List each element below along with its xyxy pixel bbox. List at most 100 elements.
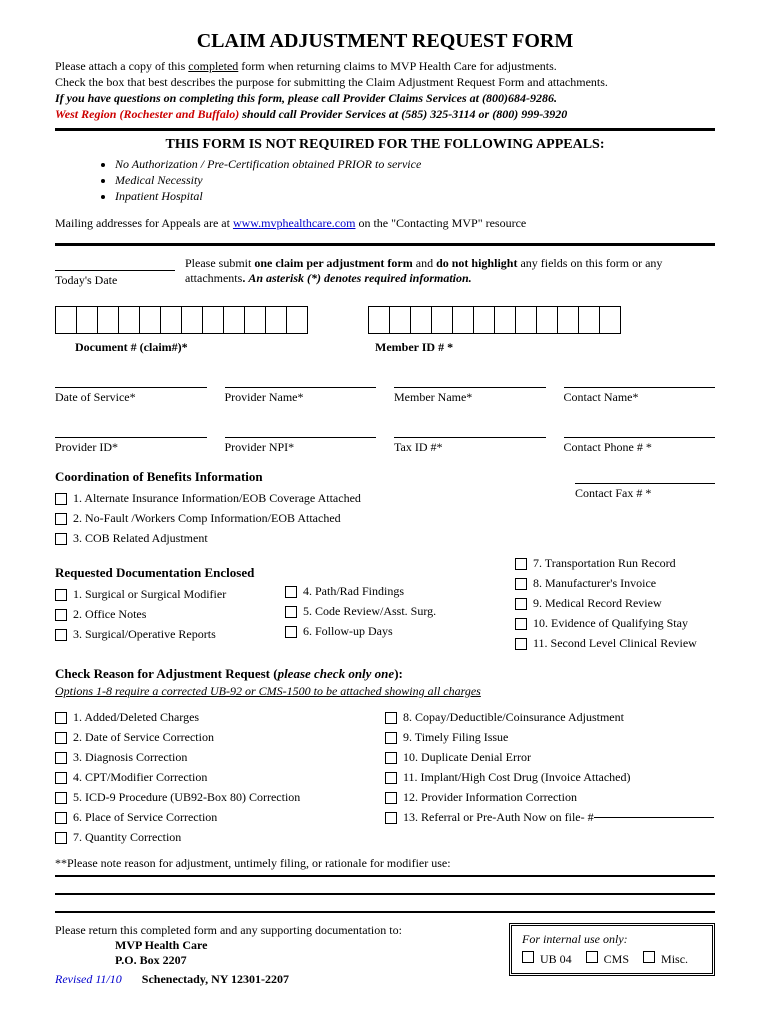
internal-opt: UB 04: [540, 952, 572, 966]
reason-item: 12. Provider Information Correction: [403, 790, 577, 805]
docs-heading: Requested Documentation Enclosed: [55, 565, 285, 581]
doc-checkbox[interactable]: [55, 629, 67, 641]
appeals-item: Medical Necessity: [115, 173, 715, 188]
internal-checkbox-cms[interactable]: [586, 951, 598, 963]
reason-item: 11. Implant/High Cost Drug (Invoice Atta…: [403, 770, 631, 785]
reason-checkbox[interactable]: [385, 792, 397, 804]
doc-checkbox[interactable]: [285, 626, 297, 638]
reason-item: 2. Date of Service Correction: [73, 730, 214, 745]
member-name-label: Member Name*: [394, 390, 546, 405]
internal-checkbox-misc[interactable]: [643, 951, 655, 963]
doc-checkbox[interactable]: [515, 638, 527, 650]
provider-id-label: Provider ID*: [55, 440, 207, 455]
appeals-item: Inpatient Hospital: [115, 189, 715, 204]
reason-checkbox[interactable]: [55, 752, 67, 764]
contact-name-label: Contact Name*: [564, 390, 716, 405]
internal-opt: Misc.: [661, 952, 688, 966]
doc-checkbox[interactable]: [515, 558, 527, 570]
divider: [55, 911, 715, 913]
submit-row: Today's Date Please submit one claim per…: [55, 256, 715, 288]
doc-checkbox[interactable]: [515, 598, 527, 610]
contact-phone-label: Contact Phone # *: [564, 440, 716, 455]
today-date-label: Today's Date: [55, 273, 185, 288]
intro-line4b: should call Provider Services at (585) 3…: [239, 107, 567, 121]
divider: [55, 875, 715, 877]
member-name-input[interactable]: [394, 373, 546, 388]
doc-item: 9. Medical Record Review: [533, 596, 662, 611]
intro-line1b: form when returning claims to MVP Health…: [238, 59, 557, 73]
doc-item: 7. Transportation Run Record: [533, 556, 676, 571]
return-instruction: Please return this completed form and an…: [55, 923, 509, 938]
provider-name-label: Provider Name*: [225, 390, 377, 405]
doc-item: 6. Follow-up Days: [303, 624, 393, 639]
appeals-item: No Authorization / Pre-Certification obt…: [115, 157, 715, 172]
reason-checkbox[interactable]: [55, 792, 67, 804]
reason-checkbox[interactable]: [55, 772, 67, 784]
intro-line3: If you have questions on completing this…: [55, 91, 715, 106]
doc-item: 8. Manufacturer's Invoice: [533, 576, 656, 591]
cob-checkbox-1[interactable]: [55, 493, 67, 505]
provider-id-input[interactable]: [55, 423, 207, 438]
return-address-1: MVP Health Care: [115, 938, 509, 953]
member-id-boxes[interactable]: [368, 306, 621, 334]
reason-checkbox[interactable]: [55, 732, 67, 744]
tax-id-label: Tax ID #*: [394, 440, 546, 455]
contact-phone-input[interactable]: [564, 423, 716, 438]
doc-item: 5. Code Review/Asst. Surg.: [303, 604, 436, 619]
document-number-boxes[interactable]: [55, 306, 308, 334]
reason-checkbox[interactable]: [55, 832, 67, 844]
field-row-2: Provider ID* Provider NPI* Tax ID #* Con…: [55, 423, 715, 455]
submit-instructions: Please submit one claim per adjustment f…: [185, 256, 715, 288]
reason-item: 1. Added/Deleted Charges: [73, 710, 199, 725]
today-date-input[interactable]: [55, 256, 175, 271]
member-id-label: Member ID # *: [375, 340, 453, 355]
reason-item: 8. Copay/Deductible/Coinsurance Adjustme…: [403, 710, 624, 725]
reason-checkbox[interactable]: [55, 712, 67, 724]
reason-checkbox[interactable]: [385, 812, 397, 824]
internal-opt: CMS: [604, 952, 629, 966]
reason-checkbox[interactable]: [385, 772, 397, 784]
cob-item-1: 1. Alternate Insurance Information/EOB C…: [73, 491, 361, 506]
appeals-mailing: Mailing addresses for Appeals are at www…: [55, 216, 715, 231]
doc-checkbox[interactable]: [55, 589, 67, 601]
reason-checkbox[interactable]: [385, 752, 397, 764]
doc-checkbox[interactable]: [285, 586, 297, 598]
doc-checkbox[interactable]: [515, 618, 527, 630]
referral-number-input[interactable]: [594, 817, 714, 818]
doc-checkbox[interactable]: [55, 609, 67, 621]
reason-heading: Check Reason for Adjustment Request (ple…: [55, 666, 715, 682]
id-boxes-row: [55, 306, 715, 334]
reason-checkbox[interactable]: [385, 732, 397, 744]
internal-checkbox-ub04[interactable]: [522, 951, 534, 963]
provider-npi-input[interactable]: [225, 423, 377, 438]
doc-item: 2. Office Notes: [73, 607, 146, 622]
reason-footer: **Please note reason for adjustment, unt…: [55, 856, 715, 871]
provider-name-input[interactable]: [225, 373, 377, 388]
doc-item: 10. Evidence of Qualifying Stay: [533, 616, 688, 631]
reason-checkbox[interactable]: [55, 812, 67, 824]
contact-name-input[interactable]: [564, 373, 716, 388]
reason-checkbox[interactable]: [385, 712, 397, 724]
mvp-link[interactable]: www.mvphealthcare.com: [233, 216, 356, 230]
mailing-text-b: on the "Contacting MVP" resource: [355, 216, 526, 230]
revised-date: Revised 11/10: [55, 972, 122, 987]
contact-fax-input[interactable]: [575, 469, 715, 484]
reason-item: 10. Duplicate Denial Error: [403, 750, 531, 765]
return-address-3: Schenectady, NY 12301-2207: [142, 972, 289, 987]
reason-item: 3. Diagnosis Correction: [73, 750, 187, 765]
reason-item: 4. CPT/Modifier Correction: [73, 770, 207, 785]
doc-checkbox[interactable]: [515, 578, 527, 590]
intro-line1a: Please attach a copy of this: [55, 59, 188, 73]
reason-item: 5. ICD-9 Procedure (UB92-Box 80) Correct…: [73, 790, 300, 805]
internal-use-box: For internal use only: UB 04 CMS Misc.: [509, 923, 715, 976]
doc-checkbox[interactable]: [285, 606, 297, 618]
cob-checkbox-2[interactable]: [55, 513, 67, 525]
cob-checkbox-3[interactable]: [55, 533, 67, 545]
date-of-service-input[interactable]: [55, 373, 207, 388]
field-row-1: Date of Service* Provider Name* Member N…: [55, 373, 715, 405]
reason-item: 6. Place of Service Correction: [73, 810, 217, 825]
tax-id-input[interactable]: [394, 423, 546, 438]
reason-item: 13. Referral or Pre-Auth Now on file- #: [403, 810, 594, 825]
intro-line2: Check the box that best describes the pu…: [55, 75, 715, 90]
intro-line1u: completed: [188, 59, 238, 73]
